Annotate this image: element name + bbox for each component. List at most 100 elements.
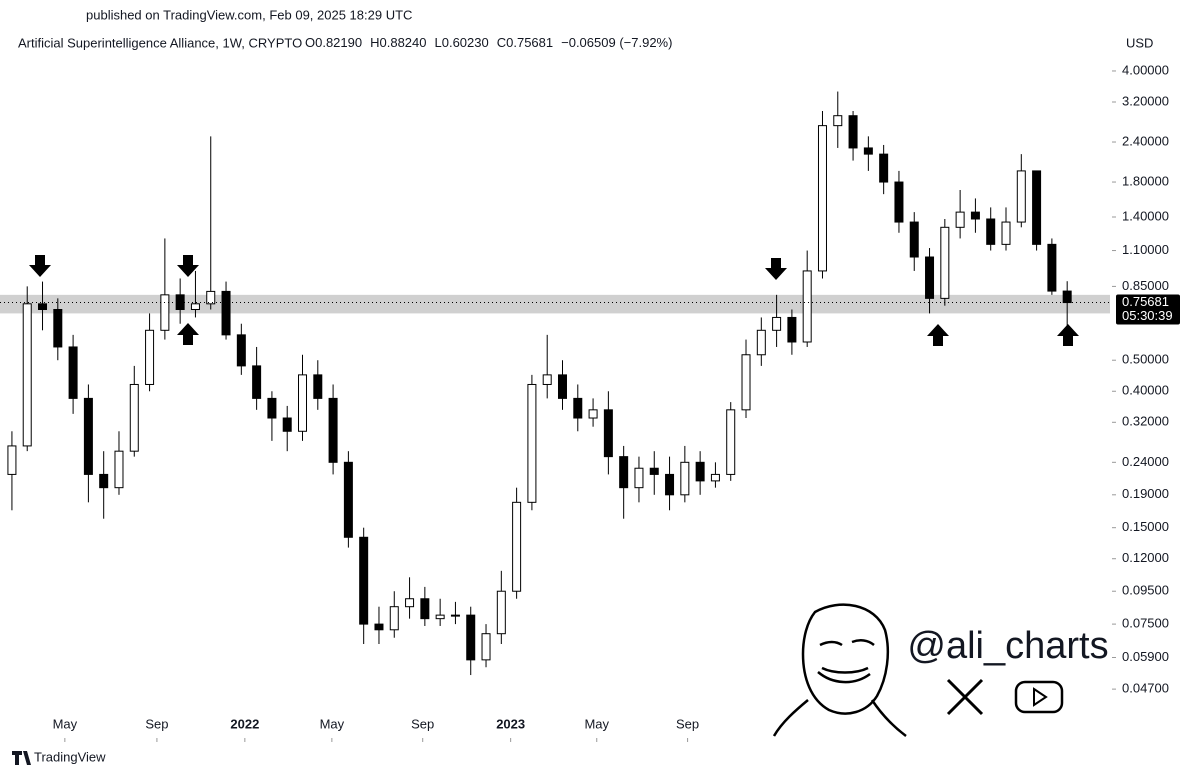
last-price-label: 0.75681 [1122, 294, 1169, 309]
candle-body [986, 218, 996, 245]
candle-body [466, 614, 476, 661]
ohlc-value: −0.06509 (−7.92%) [561, 35, 672, 50]
candle-body [970, 211, 980, 220]
countdown: 05:30:39 [1122, 308, 1173, 323]
candle-body [114, 450, 124, 489]
candle-body [206, 290, 216, 305]
candle-body [680, 461, 690, 496]
candle-body [450, 614, 460, 617]
candle-body [848, 115, 858, 149]
candle-body [68, 346, 78, 399]
candle-body [802, 270, 812, 343]
x-tick-label: Sep [145, 716, 168, 731]
y-tick-label: 3.20000 [1122, 93, 1169, 108]
x-icon [946, 678, 984, 716]
candle-body [83, 397, 93, 475]
candle-body [665, 473, 675, 496]
y-tick-label: 0.50000 [1122, 352, 1169, 367]
candle-body [925, 256, 935, 299]
candle-body [603, 409, 613, 458]
plot-area: 4.00000 3.20000 2.40000 1.80000 1.40000 1.100… [0, 62, 1180, 742]
candle-body [328, 397, 338, 463]
last-price-box [1116, 294, 1180, 325]
y-tick-label: 1.80000 [1122, 173, 1169, 188]
candle-body [343, 461, 353, 538]
candle-body [787, 316, 797, 343]
candle-body [634, 467, 644, 489]
up-arrow [177, 323, 199, 345]
candle-body [710, 473, 720, 482]
candle-body [1001, 221, 1011, 245]
up-arrow [927, 324, 949, 346]
candle-body [374, 623, 384, 631]
candle-body [22, 303, 32, 447]
candle-body [619, 456, 629, 489]
candle-body [160, 294, 170, 331]
x-tick-label: May [320, 716, 345, 731]
y-tick-label: 0.19000 [1122, 486, 1169, 501]
up-arrow [1057, 324, 1079, 346]
candle-body [1047, 243, 1057, 292]
candle-body [817, 125, 827, 272]
ohlc-legend: O0.82190 H0.88240 L0.60230 C0.75681 −0.06509… [305, 35, 672, 50]
x-tick-label: May [584, 716, 609, 731]
candle-body [772, 316, 782, 331]
y-tick-label: 0.09500 [1122, 583, 1169, 598]
candle-body [542, 374, 552, 385]
brand-logo [12, 751, 31, 765]
candle-body [955, 211, 965, 228]
y-tick-label: 1.40000 [1122, 208, 1169, 223]
currency: USD [1126, 35, 1153, 50]
youtube-icon [1014, 680, 1064, 714]
watermark-bg [772, 600, 1112, 740]
youtube-play [1033, 687, 1048, 707]
candle-body [588, 409, 598, 419]
candle-body [879, 153, 889, 183]
watermark: @ali_charts [907, 625, 1108, 667]
annotations [29, 255, 1079, 346]
brand: TradingView [34, 749, 106, 764]
candle-body [267, 397, 277, 419]
candle-body [695, 461, 705, 482]
candle-body [236, 334, 246, 367]
candle-body [313, 374, 323, 399]
y-tick-label: 0.12000 [1122, 550, 1169, 565]
published-note: published on TradingView.com, Feb 09, 20… [86, 7, 412, 22]
candle-body [435, 614, 445, 620]
y-tick-label: 1.10000 [1122, 242, 1169, 257]
candle-body [557, 374, 567, 399]
y-tick-label: 0.24000 [1122, 454, 1169, 469]
y-tick-label: 0.05900 [1122, 649, 1169, 664]
candle-body [221, 290, 231, 336]
y-tick-label: 4.00000 [1122, 62, 1169, 77]
candle-body [496, 590, 506, 635]
candle-body [756, 329, 766, 356]
candle-body [726, 409, 736, 475]
candle-body [405, 598, 415, 608]
symbol-title: Artificial Superintelligence Alliance, 1… [18, 35, 302, 50]
candle-body [940, 226, 950, 299]
ohlc-value: L0.60230 [435, 35, 489, 50]
candle-body [481, 633, 491, 661]
y-tick-label: 0.04700 [1122, 681, 1169, 696]
candle-body [190, 303, 200, 310]
candle-body [1032, 170, 1042, 245]
candle-body [145, 329, 155, 385]
y-tick-label: 0.40000 [1122, 383, 1169, 398]
candle-body [909, 221, 919, 258]
candle-body [298, 374, 308, 432]
ohlc-value: O0.82190 [305, 35, 362, 50]
candle-body [527, 383, 537, 503]
ohlc-value: C0.75681 [497, 35, 553, 50]
candle-body [894, 181, 904, 223]
ohlc-value: H0.88240 [370, 35, 426, 50]
candle-body [359, 536, 369, 625]
x-tick-label: May [53, 716, 78, 731]
candle-body [282, 417, 292, 432]
candle-body [833, 115, 843, 127]
x-tick-label: Sep [411, 716, 434, 731]
candle-body [1016, 170, 1026, 223]
candle-body [38, 303, 48, 310]
candle-body [741, 354, 751, 411]
